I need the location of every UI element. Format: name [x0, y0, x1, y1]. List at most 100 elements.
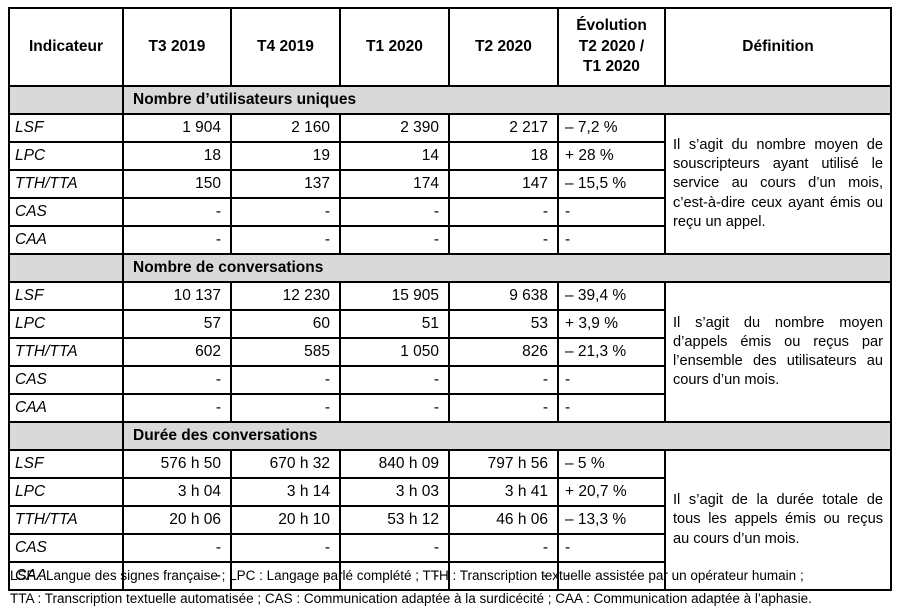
value-cell: 3 h 04 — [122, 477, 232, 507]
value-cell: - — [122, 197, 232, 227]
value-cell: 19 — [230, 141, 341, 171]
row-label: LPC — [8, 477, 124, 507]
value-cell: - — [230, 225, 341, 255]
value-cell: 147 — [448, 169, 559, 199]
value-cell: - — [448, 533, 559, 563]
table-row: LSF 1 904 2 160 2 390 2 217– 7,2 % Il s’agit … — [8, 113, 892, 255]
value-cell: - — [122, 561, 232, 591]
table-body: Indicateur T3 2019 T4 2019 T1 2020 T2 20… — [8, 7, 892, 591]
value-cell: 20 h 10 — [230, 505, 341, 535]
value-cell: - — [230, 197, 341, 227]
value-cell: 585 — [230, 337, 341, 367]
evolution-cell: - — [557, 225, 666, 255]
evolution-cell: – 13,3 % — [557, 505, 666, 535]
value-cell: 53 — [448, 309, 559, 339]
value-cell: 18 — [448, 141, 559, 171]
column-header-t3-2019: T3 2019 — [122, 7, 232, 87]
evolution-cell: – 5 % — [557, 449, 666, 479]
value-cell: 602 — [122, 337, 232, 367]
row-label: TTH/TTA — [8, 505, 124, 535]
value-cell: - — [448, 365, 559, 395]
value-cell: - — [339, 197, 450, 227]
table-row: LPC 3 h 04 3 h 14 3 h 03 3 h 41 + 20,7 % — [8, 477, 891, 507]
value-cell: - — [230, 561, 341, 591]
value-cell: 670 h 32 — [230, 449, 341, 479]
value-cell: - — [122, 225, 232, 255]
evolution-cell: + 3,9 % — [557, 309, 666, 339]
value-cell: 20 h 06 — [122, 505, 232, 535]
row-label: TTH/TTA — [8, 337, 124, 367]
value-cell: 1 904 — [122, 113, 232, 143]
indicators-table: Indicateur T3 2019 T4 2019 T1 2020 T2 20… — [8, 7, 892, 591]
evolution-cell: - — [557, 561, 666, 591]
value-cell: 797 h 56 — [448, 449, 559, 479]
table-row: LPC 57 60 51 53 + 3,9 % — [8, 309, 891, 339]
footnote-line-1: LSF : Langue des signes française ; LPC … — [10, 568, 804, 583]
value-cell: - — [339, 533, 450, 563]
row-label: CAA — [8, 393, 124, 423]
value-cell: - — [448, 393, 559, 423]
column-header-t1-2020: T1 2020 — [339, 7, 450, 87]
value-cell: - — [122, 365, 232, 395]
value-cell: - — [230, 533, 341, 563]
evolution-cell: + 28 % — [557, 141, 666, 171]
table-row: TTH/TTA 150 137 174 147– 15,5 % — [8, 169, 891, 199]
value-cell: - — [339, 561, 450, 591]
table-row: CAA - - - - - — [8, 561, 891, 591]
value-cell: 1 050 — [339, 337, 450, 367]
value-cell: 53 h 12 — [339, 505, 450, 535]
column-header-t2-2020: T2 2020 — [448, 7, 559, 87]
value-cell: - — [230, 393, 341, 423]
value-cell: 51 — [339, 309, 450, 339]
value-cell: 2 160 — [230, 113, 341, 143]
table-row: LPC 18 19 14 18 + 28 % — [8, 141, 891, 171]
evolution-cell: – 39,4 % — [557, 281, 666, 311]
row-label: LSF — [8, 281, 124, 311]
value-cell: - — [122, 393, 232, 423]
value-cell: 150 — [122, 169, 232, 199]
row-label: CAA — [8, 561, 124, 591]
value-cell: - — [448, 197, 559, 227]
row-label: CAS — [8, 365, 124, 395]
value-cell: 14 — [339, 141, 450, 171]
table-row: TTH/TTA 602 585 1 050 826– 21,3 % — [8, 337, 891, 367]
column-header-definition: Définition — [664, 7, 892, 87]
row-label: CAS — [8, 533, 124, 563]
value-cell: 3 h 03 — [339, 477, 450, 507]
value-cell: 3 h 41 — [448, 477, 559, 507]
column-header-t4-2019: T4 2019 — [230, 7, 341, 87]
section-title: Nombre d’utilisateurs uniques — [122, 85, 892, 115]
header-row: Indicateur T3 2019 T4 2019 T1 2020 T2 20… — [8, 7, 892, 87]
value-cell: 826 — [448, 337, 559, 367]
value-cell: 137 — [230, 169, 341, 199]
table-row: CAS - - - - - — [8, 197, 891, 227]
table-row: CAA - - - - - — [8, 225, 891, 255]
section-header-row: Nombre de conversations — [8, 253, 892, 283]
evolution-cell: - — [557, 197, 666, 227]
value-cell: 576 h 50 — [122, 449, 232, 479]
row-label: LPC — [8, 141, 124, 171]
value-cell: - — [339, 225, 450, 255]
row-label: TTH/TTA — [8, 169, 124, 199]
value-cell: 840 h 09 — [339, 449, 450, 479]
section-spacer-cell — [8, 253, 124, 283]
footnotes: LSF : Langue des signes française ; LPC … — [10, 564, 890, 610]
row-label: LSF — [8, 113, 124, 143]
value-cell: 174 — [339, 169, 450, 199]
evolution-cell: – 21,3 % — [557, 337, 666, 367]
evolution-cell: - — [557, 365, 666, 395]
section-spacer-cell — [8, 421, 124, 451]
value-cell: - — [230, 365, 341, 395]
table-row: CAA - - - - - — [8, 393, 891, 423]
evolution-cell: - — [557, 393, 666, 423]
value-cell: - — [339, 393, 450, 423]
column-header-evolution: Évolution T2 2020 / T1 2020 — [557, 7, 666, 87]
evolution-cell: + 20,7 % — [557, 477, 666, 507]
footnote-line-2: TTA : Transcription textuelle automatisé… — [10, 591, 812, 606]
section-title: Durée des conversations — [122, 421, 892, 451]
value-cell: 2 217 — [448, 113, 559, 143]
row-label: LPC — [8, 309, 124, 339]
value-cell: 12 230 — [230, 281, 341, 311]
column-header-indicateur: Indicateur — [8, 7, 124, 87]
